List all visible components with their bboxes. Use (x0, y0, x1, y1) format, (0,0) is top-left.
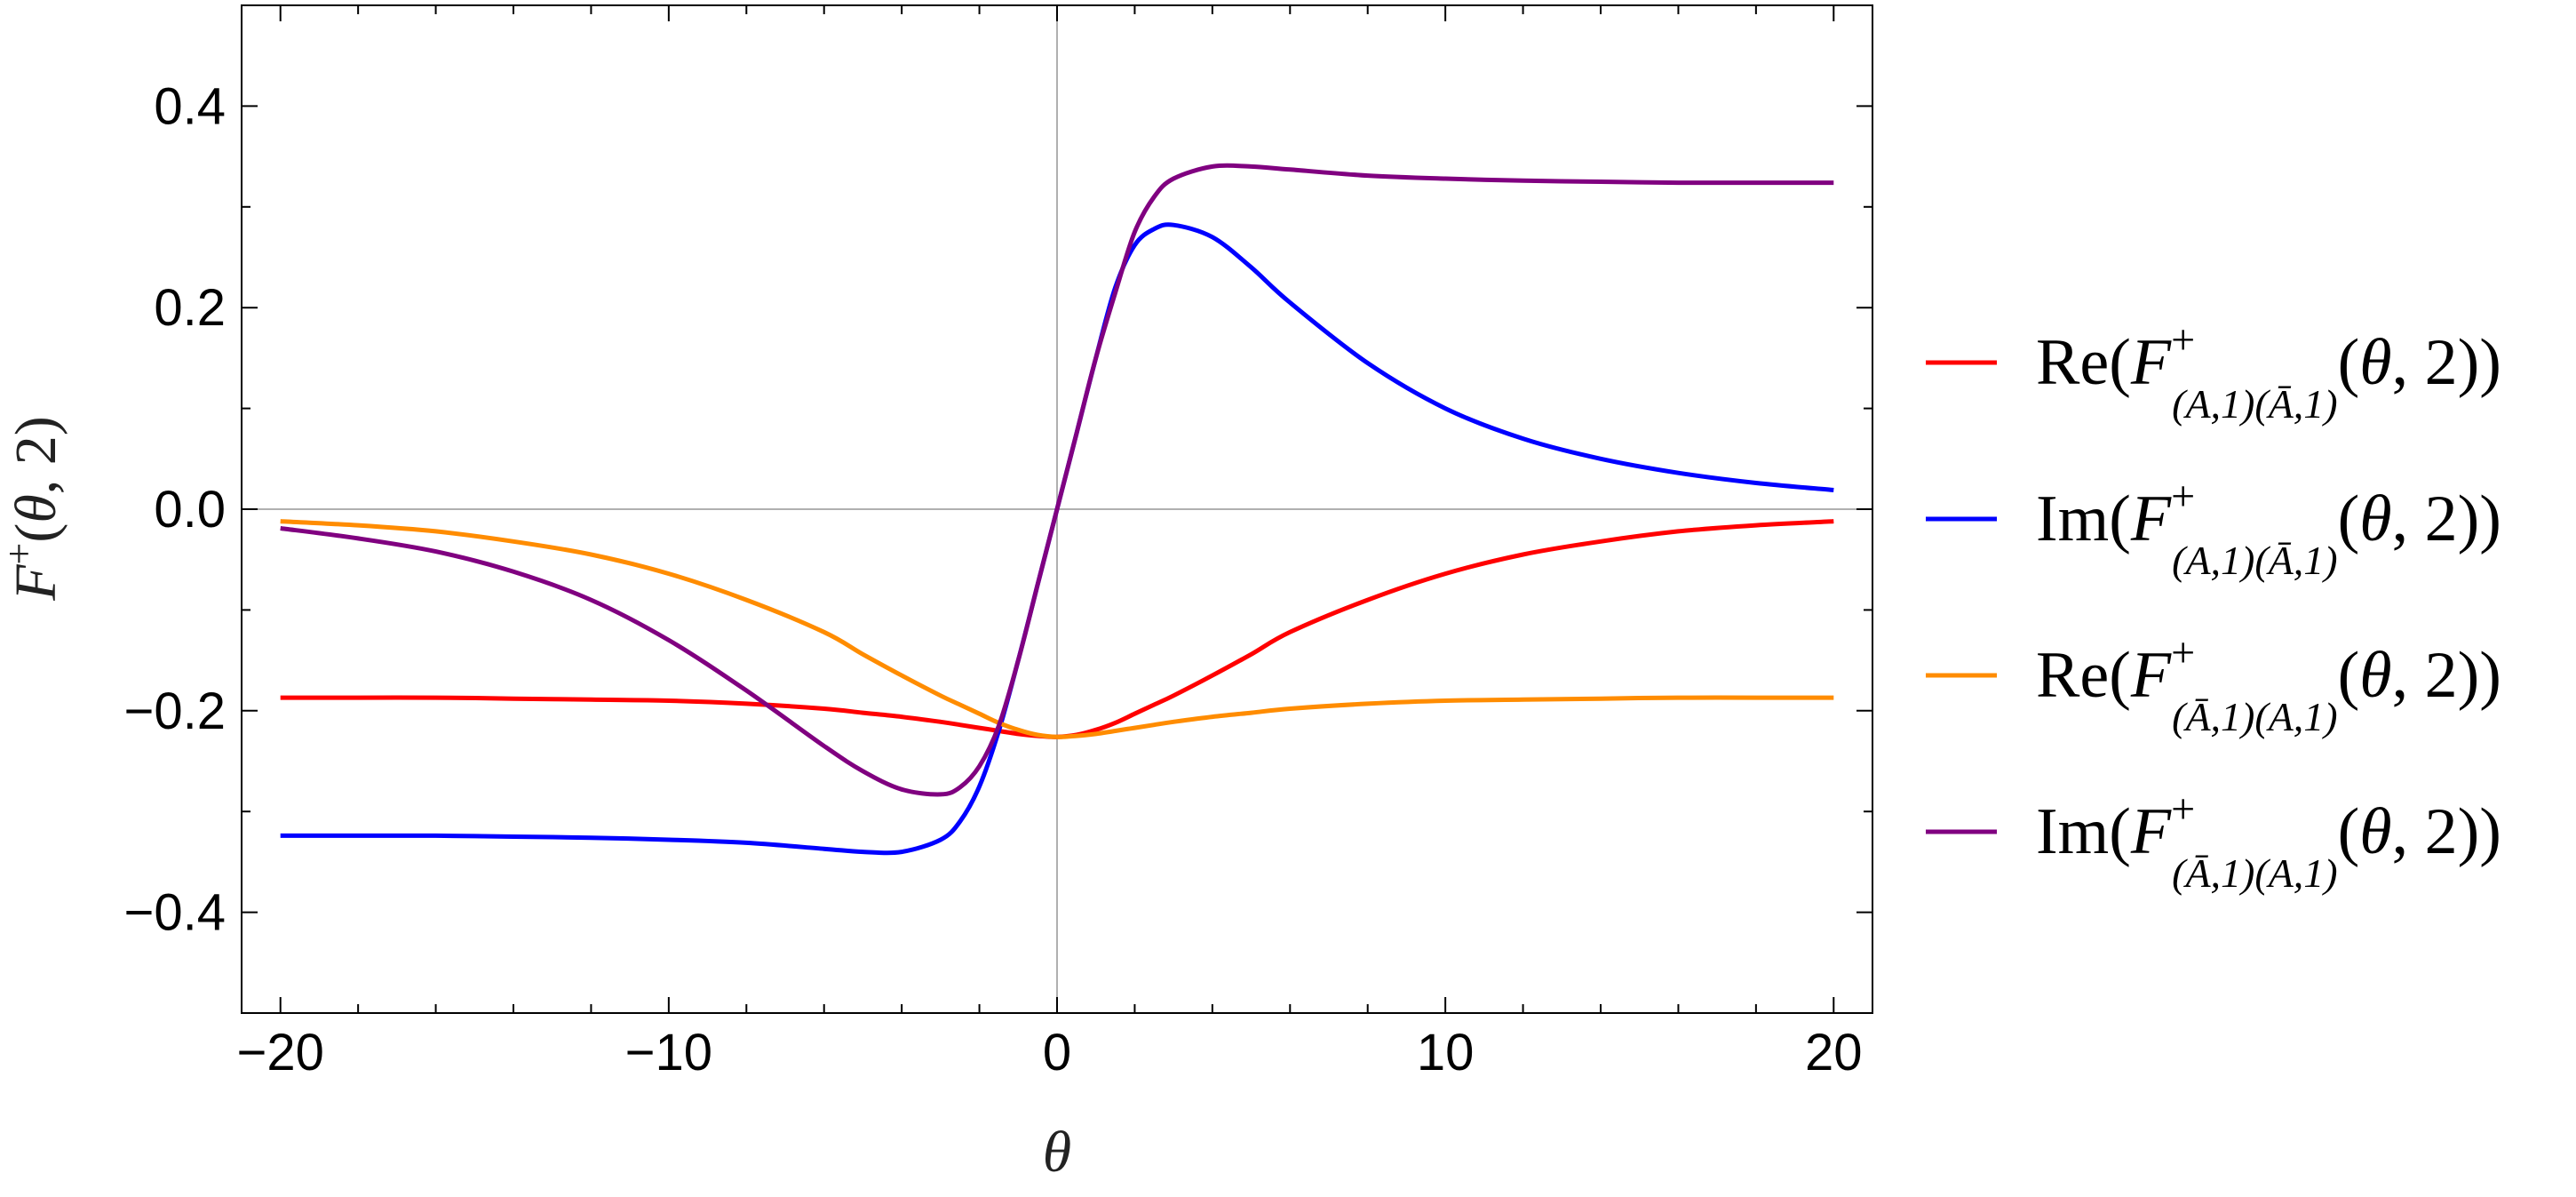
series-re-abar-a-legend-label: Re(F+ (Ā,1)(A,1)(θ, 2)) (2036, 629, 2501, 739)
series-im-abar-a-line (280, 163, 1834, 797)
x-tick-label: −20 (237, 1024, 324, 1081)
axis-ticks (242, 4, 1872, 1014)
x-tick-label: 20 (1805, 1024, 1863, 1081)
y-tick-label: 0.2 (154, 279, 226, 337)
y-axis-title: F+(θ, 2) (0, 416, 68, 602)
plot-frame (241, 4, 1873, 1014)
y-tick-label: 0.0 (154, 481, 226, 539)
y-tick-label: −0.4 (124, 884, 227, 942)
y-tick-label: 0.4 (154, 77, 226, 135)
y-tick-label: −0.2 (124, 682, 227, 740)
x-axis-title: θ (1043, 1120, 1071, 1185)
series-im-a-abar-legend-label: Im(F+ (A,1)(Ā,1)(θ, 2)) (2036, 473, 2501, 583)
x-tick-label: 10 (1417, 1024, 1475, 1081)
series-re-a-abar-legend-label: Re(F+ (A,1)(Ā,1)(θ, 2)) (2036, 316, 2501, 427)
series-re-abar-a-line (280, 519, 1834, 739)
x-tick-label: 0 (1043, 1024, 1071, 1081)
x-tick-label: −10 (625, 1024, 712, 1081)
axis-tick-labels: −20 −10 0 10 20 −0.4 −0.2 0.0 0.2 0.4 (124, 77, 1863, 1081)
legend: Re(F+ (A,1)(Ā,1)(θ, 2)) Im(F+ (A,1)(Ā,1)(θ,… (1926, 316, 2501, 896)
series-lines (280, 163, 1834, 856)
series-im-abar-a-legend-label: Im(F+ (Ā,1)(A,1)(θ, 2)) (2036, 786, 2501, 896)
